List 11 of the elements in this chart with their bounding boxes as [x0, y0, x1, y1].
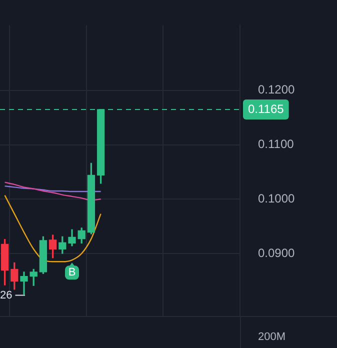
y-tick-label: 0.1200: [258, 82, 296, 97]
annotation: B: [68, 266, 76, 279]
line-series: [4, 182, 102, 201]
annotation: 26: [0, 289, 12, 302]
y-tick-label: 0.1100: [258, 137, 294, 152]
y-tick-label: 0.1000: [258, 191, 296, 206]
y-tick-label: 0.0900: [258, 246, 296, 260]
candlestick: [20, 272, 28, 295]
line-series: [4, 194, 102, 262]
ref-line-label: 0.1165: [248, 102, 284, 116]
text: 200M: [258, 331, 286, 344]
